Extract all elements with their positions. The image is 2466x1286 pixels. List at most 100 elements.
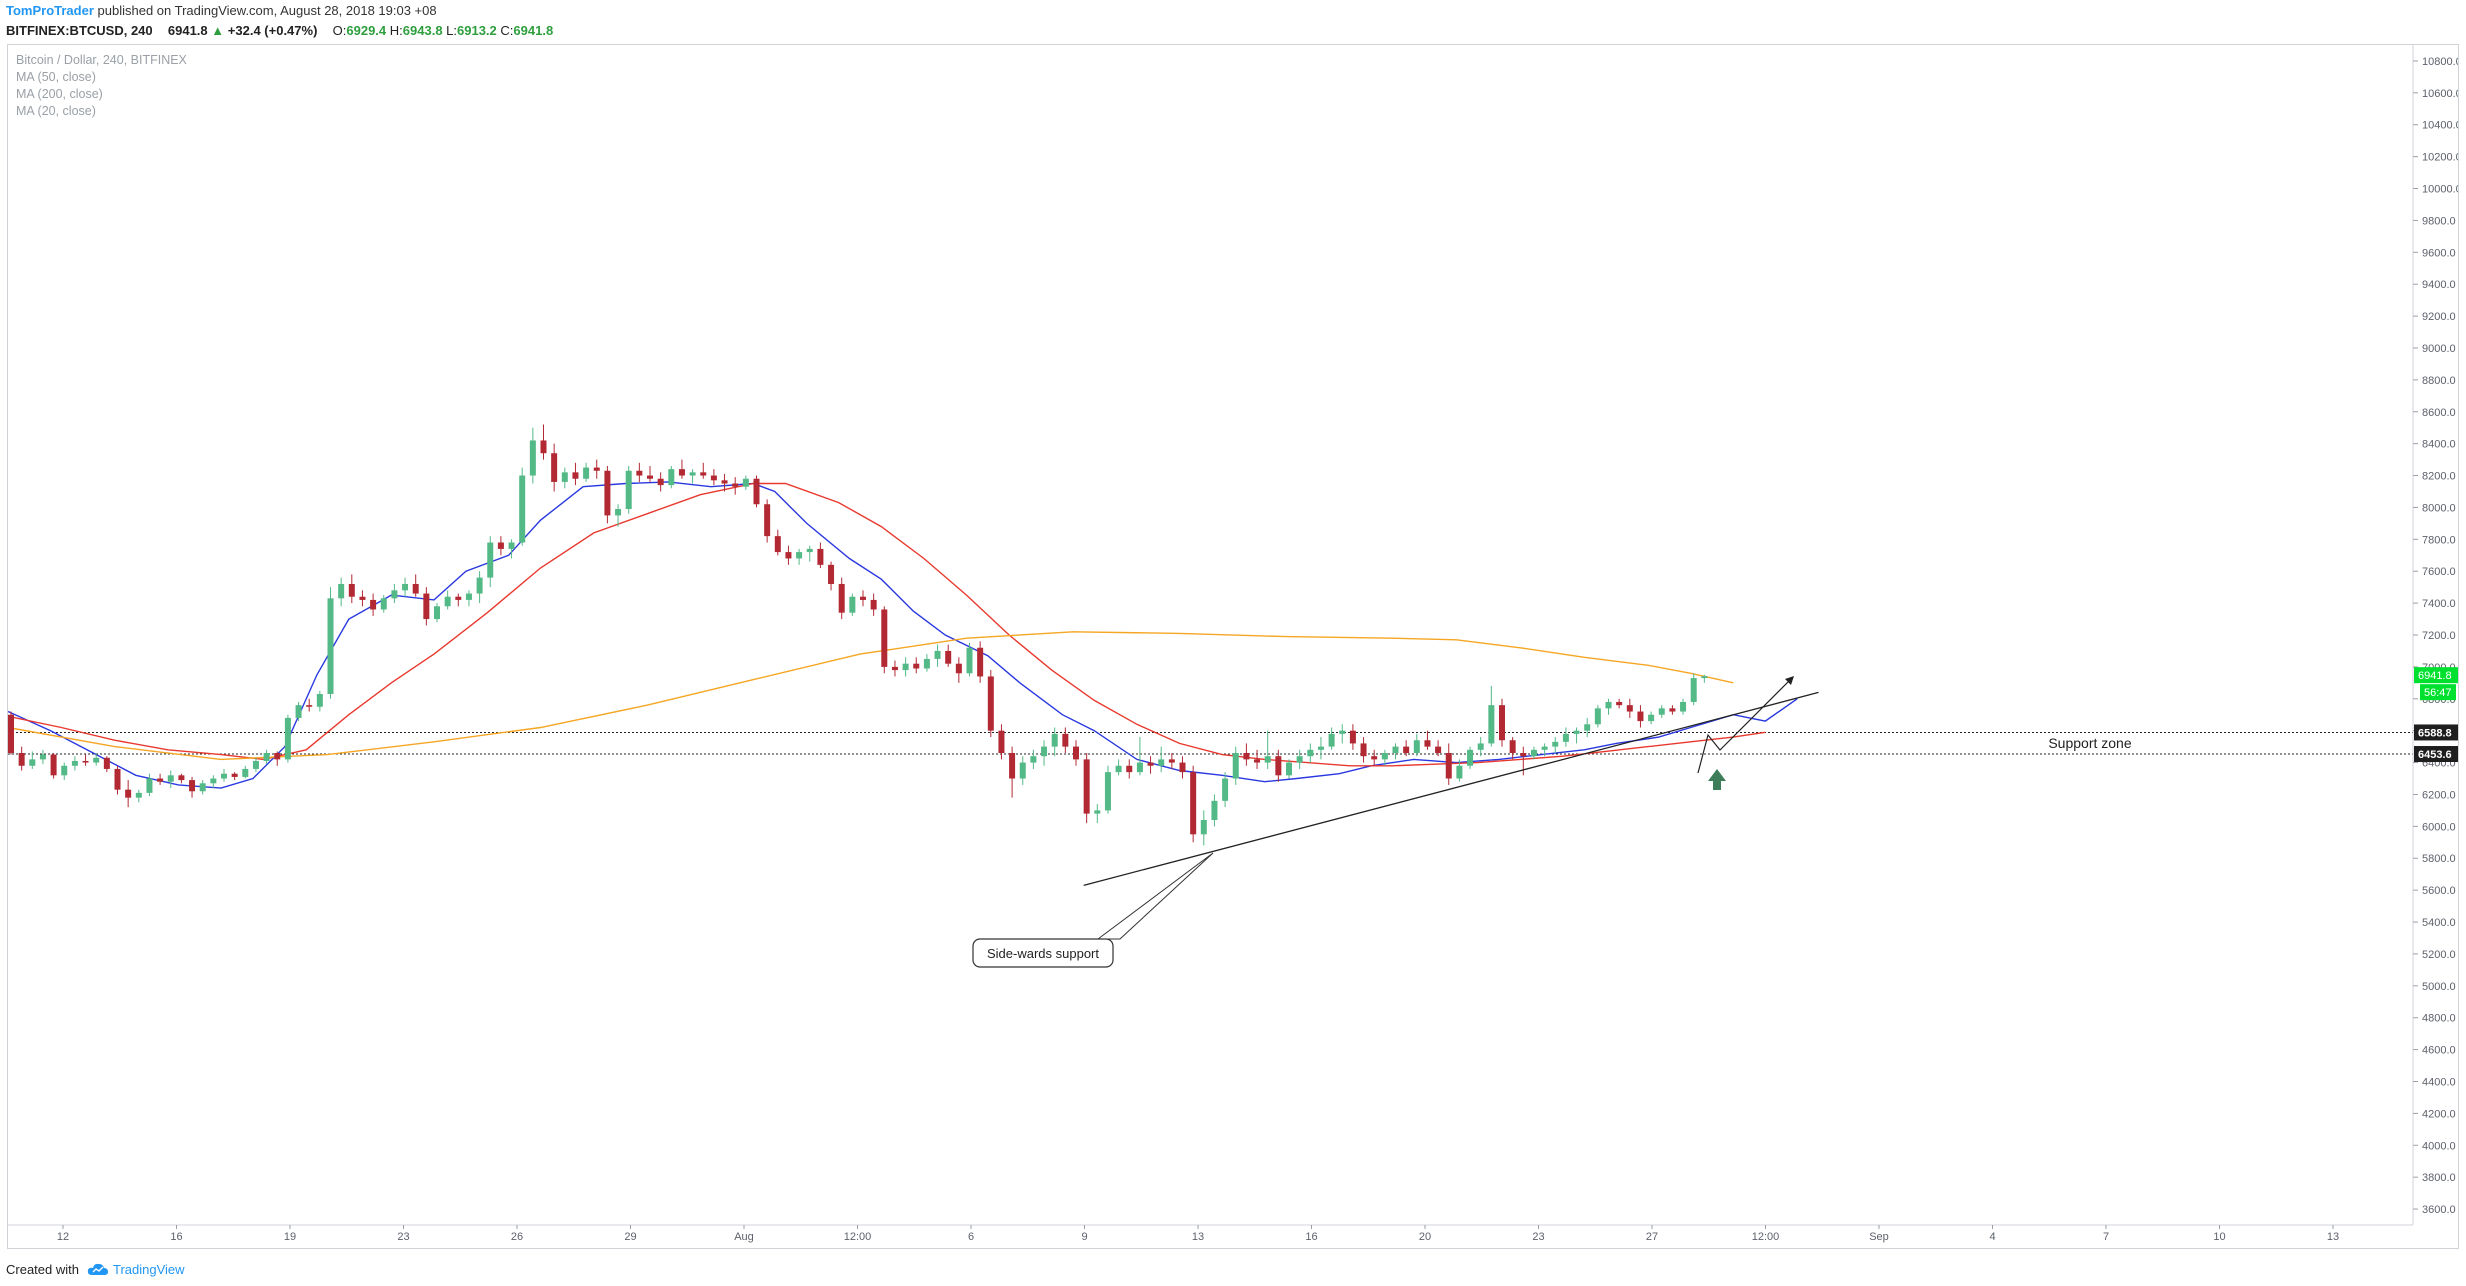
candle-body <box>103 757 110 769</box>
candle-body <box>338 583 345 599</box>
ma-line-200 <box>8 631 1734 761</box>
open-label: O: <box>332 23 347 38</box>
candle-body <box>1616 701 1623 706</box>
candle-body <box>1392 746 1399 753</box>
price-tick-label: 7400.0 <box>2422 598 2456 610</box>
candle-body <box>316 694 323 707</box>
time-tick-label: 4 <box>1989 1231 1995 1243</box>
candle-body <box>1371 756 1378 760</box>
high-value: 6943.8 <box>402 23 443 38</box>
candle-body <box>764 504 771 537</box>
low-value: 6913.2 <box>457 23 497 38</box>
legend-ma50[interactable]: MA (50, close) <box>16 70 96 84</box>
candle-body <box>93 757 100 763</box>
time-tick-label: 27 <box>1646 1231 1658 1243</box>
candle-body <box>380 598 387 610</box>
candle-body <box>774 536 781 553</box>
candle-body <box>295 705 302 718</box>
candle-body <box>902 663 909 671</box>
ma-line-50 <box>8 482 1766 767</box>
candle-body <box>977 647 984 677</box>
candle-body <box>434 606 440 620</box>
candle-body <box>1349 730 1356 744</box>
time-tick-label: 23 <box>397 1231 409 1243</box>
candle-body <box>753 478 760 505</box>
candle-body <box>199 783 206 792</box>
created-with-text: Created with <box>6 1261 79 1277</box>
candle-body <box>1136 762 1143 773</box>
candle-body <box>1584 724 1591 731</box>
candle-body <box>1200 819 1207 835</box>
candle-body <box>1637 711 1644 722</box>
publish-line: TomProTrader published on TradingView.co… <box>6 3 437 18</box>
time-tick-label: 12:00 <box>1752 1231 1780 1243</box>
candle-body <box>1328 733 1335 747</box>
candle-body <box>689 472 696 476</box>
candle-body <box>1648 714 1655 722</box>
time-tick-label: 26 <box>511 1231 523 1243</box>
candle-body <box>615 509 622 516</box>
candle-body <box>1019 762 1026 779</box>
price-tick-label: 8200.0 <box>2422 471 2456 483</box>
candle-body <box>178 775 185 781</box>
tradingview-link[interactable]: TradingView <box>87 1262 185 1277</box>
candle-body <box>1264 756 1271 763</box>
candle-body <box>1158 759 1165 766</box>
candle-body <box>551 453 558 482</box>
candle-body <box>1488 705 1495 744</box>
legend-ma200[interactable]: MA (200, close) <box>16 87 103 101</box>
candle-body <box>39 754 46 760</box>
price-tick-label: 4600.0 <box>2422 1045 2456 1057</box>
drawings[interactable]: Side-wards support <box>972 676 1819 968</box>
chart-pane[interactable]: Support zone Side-wards support 10800.0 1… <box>7 44 2459 1249</box>
low-label: L: <box>446 23 458 38</box>
candle-body <box>1115 765 1122 773</box>
candle-body <box>1594 708 1601 725</box>
candle-body <box>487 542 494 578</box>
candle-body <box>391 590 398 599</box>
candle-body <box>636 470 643 476</box>
candle-body <box>1232 753 1239 779</box>
author-link[interactable]: TomProTrader <box>6 3 94 18</box>
candle-body <box>806 548 813 553</box>
candle-body <box>50 754 57 776</box>
price-tick-label: 10400.0 <box>2422 120 2458 132</box>
candle-body <box>1690 678 1697 702</box>
published-text: published on TradingView.com, August 28,… <box>97 3 437 18</box>
candle-body <box>1062 733 1069 747</box>
countdown-label: 56:47 <box>2424 687 2452 699</box>
price-tick-label: 7200.0 <box>2422 630 2456 642</box>
candle-body <box>1573 730 1580 734</box>
candle-body <box>1413 740 1420 753</box>
price-tick-label: 6000.0 <box>2422 821 2456 833</box>
candle-body <box>1626 705 1633 712</box>
support-price-label: 6588.8 <box>2418 727 2452 739</box>
candle-body <box>998 730 1005 753</box>
time-tick-label: 19 <box>284 1231 296 1243</box>
candle-body <box>828 564 835 584</box>
candle-body <box>465 593 472 600</box>
time-tick-label: 16 <box>170 1231 182 1243</box>
candle-body <box>625 470 632 510</box>
candle-body <box>987 676 994 731</box>
candle-body <box>1520 753 1527 757</box>
time-tick-label: 13 <box>2327 1231 2339 1243</box>
candle-body <box>221 773 227 779</box>
candle-body <box>1477 743 1484 750</box>
candle-body <box>540 440 547 454</box>
candle-body <box>785 552 792 559</box>
price-tick-label: 9200.0 <box>2422 311 2456 323</box>
chart-legend: Bitcoin / Dollar, 240, BITFINEX MA (50, … <box>16 52 187 120</box>
candles <box>8 424 1708 846</box>
price-tick-label: 10200.0 <box>2422 152 2458 164</box>
symbol-line: BITFINEX:BTCUSD, 240 6941.8 ▲ +32.4 (+0.… <box>6 23 553 38</box>
candle-body <box>870 599 877 610</box>
candle-body <box>476 577 483 594</box>
candle-body <box>252 760 259 769</box>
candle-body <box>135 792 142 798</box>
chart-canvas[interactable]: Support zone Side-wards support 10800.01… <box>8 45 2458 1248</box>
candle-body <box>1083 759 1090 814</box>
candle-body <box>1360 743 1367 757</box>
legend-ma20[interactable]: MA (20, close) <box>16 104 96 118</box>
tradingview-cloud-icon <box>87 1263 108 1275</box>
